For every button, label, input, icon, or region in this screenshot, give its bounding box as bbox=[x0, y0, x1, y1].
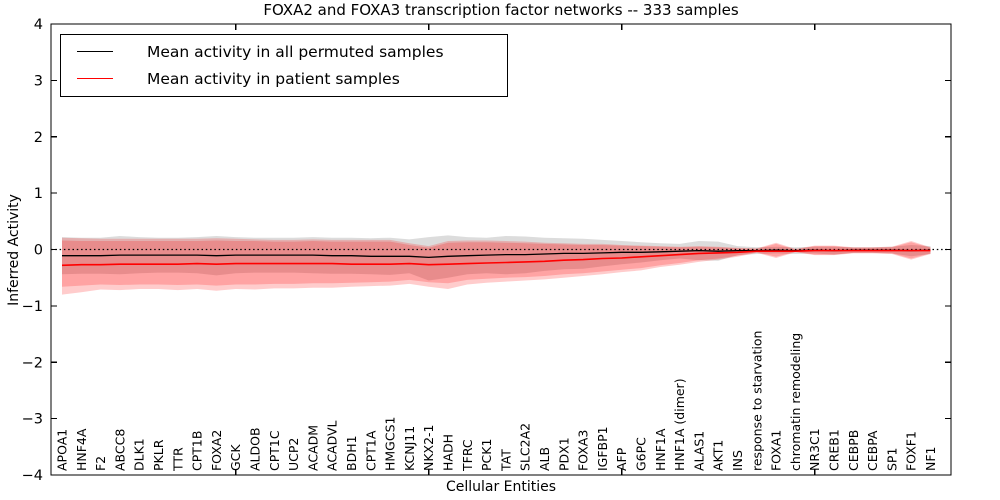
x-category-label: HMGCS1 bbox=[383, 417, 398, 472]
x-category-label: HNF4A bbox=[74, 428, 89, 471]
x-category-label: CPT1A bbox=[363, 430, 378, 471]
permuted-std-band bbox=[62, 235, 931, 281]
x-category-label: TAT bbox=[498, 449, 513, 472]
x-category-label: response to starvation bbox=[749, 331, 764, 472]
x-category-label: PDX1 bbox=[556, 437, 571, 471]
x-category-label: AFP bbox=[614, 447, 629, 471]
x-category-label: TFRC bbox=[460, 439, 475, 472]
patient-outer-band bbox=[62, 237, 931, 295]
x-category-label: SP1 bbox=[884, 448, 899, 471]
x-category-label: CPT1C bbox=[267, 430, 282, 471]
permuted-mean-line bbox=[62, 249, 931, 259]
y-axis-label: Inferred Activity bbox=[6, 194, 22, 306]
x-category-label: INS bbox=[730, 450, 745, 471]
x-category-label: NF1 bbox=[923, 447, 938, 472]
x-category-label: ACADM bbox=[305, 425, 320, 471]
x-category-label: CEBPB bbox=[846, 430, 861, 471]
x-category-label: F2 bbox=[93, 456, 108, 471]
x-category-label: ALB bbox=[537, 447, 552, 471]
patient-line-swatch-icon bbox=[77, 78, 113, 79]
x-category-label: CREB1 bbox=[827, 429, 842, 471]
x-category-label: IGFBP1 bbox=[595, 426, 610, 471]
legend-item-patient: Mean activity in patient samples bbox=[61, 66, 507, 92]
legend-item-permuted: Mean activity in all permuted samples bbox=[61, 39, 507, 65]
y-tick-label: 1 bbox=[34, 186, 43, 202]
legend: Mean activity in all permuted samples Me… bbox=[60, 34, 508, 97]
x-category-label: GCK bbox=[228, 444, 243, 471]
x-category-label: CPT1B bbox=[190, 431, 205, 471]
x-category-label: PKLR bbox=[151, 439, 166, 471]
x-category-label: ABCC8 bbox=[112, 429, 127, 471]
y-tick-label: −2 bbox=[22, 355, 43, 371]
legend-label-patient: Mean activity in patient samples bbox=[147, 69, 400, 88]
x-category-label: G6PC bbox=[634, 437, 649, 471]
y-tick-label: −1 bbox=[22, 299, 43, 315]
x-category-label: FOXA1 bbox=[769, 430, 784, 471]
x-category-label: ALAS1 bbox=[691, 431, 706, 471]
x-category-label: SLC2A2 bbox=[518, 423, 533, 471]
x-category-label: CEBPA bbox=[865, 430, 880, 471]
y-tick-label: −3 bbox=[22, 412, 43, 428]
x-category-label: AKT1 bbox=[711, 440, 726, 471]
x-category-label: chromatin remodeling bbox=[788, 333, 803, 471]
x-category-label: FOXA2 bbox=[209, 430, 224, 471]
x-category-label: ACADVL bbox=[325, 420, 340, 471]
x-category-label: HNF1A bbox=[653, 428, 668, 471]
permuted-line-swatch-icon bbox=[77, 51, 113, 52]
y-tick-label: 3 bbox=[34, 73, 43, 89]
x-category-label: HADH bbox=[441, 434, 456, 471]
patient-inner-band bbox=[62, 240, 931, 287]
x-category-label: BDH1 bbox=[344, 435, 359, 471]
x-axis-label: Cellular Entities bbox=[445, 479, 557, 495]
chart-title: FOXA2 and FOXA3 transcription factor net… bbox=[263, 1, 739, 19]
x-category-label: DLK1 bbox=[132, 438, 147, 471]
x-category-label: UCP2 bbox=[286, 438, 301, 471]
x-category-label: FOXF1 bbox=[904, 431, 919, 471]
x-category-label: PCK1 bbox=[479, 439, 494, 471]
x-category-label: TTR bbox=[170, 447, 185, 472]
x-category-label: ALDOB bbox=[248, 427, 263, 471]
x-category-label: FOXA3 bbox=[576, 430, 591, 471]
y-tick-label: 4 bbox=[34, 17, 43, 33]
patient-mean-line bbox=[61, 249, 931, 267]
x-category-label: HNF1A (dimer) bbox=[672, 378, 687, 471]
y-tick-label: −4 bbox=[22, 468, 43, 484]
x-category-label: APOA1 bbox=[55, 429, 70, 471]
x-category-label: KCNJ11 bbox=[402, 426, 417, 471]
x-category-label: NR3C1 bbox=[807, 428, 822, 471]
y-tick-label: 2 bbox=[34, 130, 43, 146]
x-category-label: NKX2-1 bbox=[421, 424, 436, 471]
y-tick-label: 0 bbox=[34, 243, 43, 259]
legend-label-permuted: Mean activity in all permuted samples bbox=[147, 42, 444, 61]
